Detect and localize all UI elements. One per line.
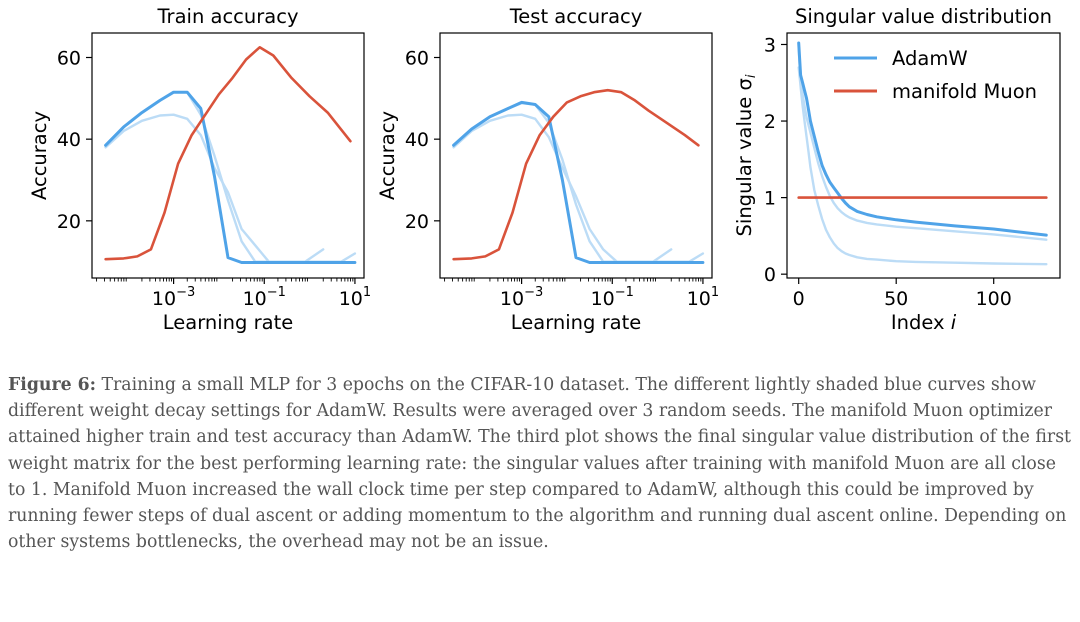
singular-xlabel: Index i xyxy=(891,311,957,334)
singular-xtick-label-0: 0 xyxy=(793,288,805,310)
test-axes-frame xyxy=(439,32,713,279)
singular-xtick-label-100: 100 xyxy=(976,288,1012,310)
singular-ytick-label-1: 1 xyxy=(764,188,776,210)
train-axes-frame xyxy=(91,32,365,279)
singular-chart-title: Singular value distribution xyxy=(795,5,1052,28)
test-xtick-label--3: 10−3 xyxy=(500,285,543,310)
singular-xtick-label-50: 50 xyxy=(884,288,908,310)
train-series-light-0 xyxy=(104,113,325,263)
test-ytick-label-20: 20 xyxy=(405,211,429,233)
test-xlabel: Learning rate xyxy=(511,311,641,334)
singular-ylabel: Singular value σi xyxy=(733,74,759,236)
test-chart-title: Test accuracy xyxy=(509,5,643,28)
train-series-light-1 xyxy=(104,90,357,263)
singular-legend-label-0: AdamW xyxy=(892,47,968,70)
test-ylabel: Accuracy xyxy=(376,111,399,200)
singular-series-dark-2 xyxy=(797,41,1048,237)
test-series-light-1 xyxy=(452,101,705,263)
singular-series-light-0 xyxy=(797,66,1048,266)
singular-legend-label-1: manifold Muon xyxy=(892,80,1037,103)
singular-ytick-label-3: 3 xyxy=(764,34,776,56)
figure-caption: Figure 6: Training a small MLP for 3 epo… xyxy=(8,372,1074,555)
train-ytick-label-40: 40 xyxy=(57,129,81,151)
caption-text: Training a small MLP for 3 epochs on the… xyxy=(8,375,1072,553)
train-chart-title: Train accuracy xyxy=(157,5,299,28)
caption-label: Figure 6: xyxy=(8,375,97,395)
train-series-dark-2 xyxy=(104,90,357,264)
test-series-dark-2 xyxy=(452,100,705,264)
singular-ytick-label-2: 2 xyxy=(764,111,776,133)
singular-axes-frame xyxy=(786,32,1061,279)
test-xtick-label-1: 101 xyxy=(687,285,719,310)
figure: 20 40 60 10−3 10−1 101 Train accuracy Learning … xyxy=(28,5,1061,334)
train-ylabel: Accuracy xyxy=(28,111,51,200)
singular-series-light-1 xyxy=(797,47,1048,241)
train-ytick-label-60: 60 xyxy=(57,48,81,70)
test-ytick-label-40: 40 xyxy=(405,129,429,151)
test-series-muon-3 xyxy=(452,88,700,261)
test-xtick-label--1: 10−1 xyxy=(591,285,634,310)
test-ytick-label-60: 60 xyxy=(405,48,429,70)
singular-ytick-label-0: 0 xyxy=(764,264,776,286)
train-series-muon-3 xyxy=(104,45,352,261)
train-xtick-label--3: 10−3 xyxy=(152,285,195,310)
train-xlabel: Learning rate xyxy=(163,311,293,334)
train-xtick-label--1: 10−1 xyxy=(243,285,286,310)
train-ytick-label-20: 20 xyxy=(57,211,81,233)
train-xtick-label-1: 101 xyxy=(339,285,371,310)
